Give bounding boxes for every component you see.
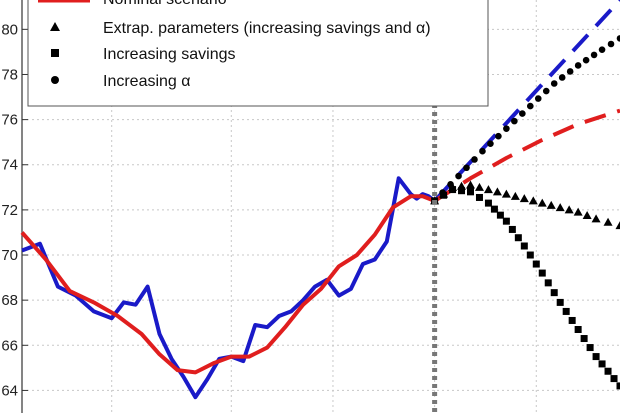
series-marker-increasing-savings	[610, 375, 618, 383]
series-marker-increasing	[590, 51, 598, 59]
series-marker-increasing-savings	[550, 289, 558, 297]
series-marker-increasing-savings	[532, 260, 540, 268]
series-marker-increasing	[471, 156, 478, 163]
series-marker-increasing	[607, 40, 615, 48]
series-marker-increasing	[503, 125, 510, 132]
series-marker-increasing-savings	[467, 188, 474, 196]
series-marker-increasing	[455, 172, 462, 180]
series-line-historical-blue	[21, 176, 436, 400]
series-marker-increasing-savings	[449, 186, 457, 194]
series-marker-increasing	[566, 68, 574, 75]
series-marker-increasing	[616, 35, 620, 42]
legend-swatch-square	[51, 49, 59, 57]
series-marker-increasing-savings	[568, 316, 576, 324]
y-tick-label: 78	[1, 66, 18, 83]
series-marker-increasing-savings	[490, 205, 498, 213]
series-marker-extrap-parameters-increasing-savings-and	[591, 214, 601, 223]
series-marker-increasing	[487, 140, 494, 147]
series-marker-extrap-parameters-increasing-savings-and	[555, 203, 565, 212]
legend-swatch-triangle	[50, 22, 60, 31]
series-marker-extrap-parameters-increasing-savings-and	[519, 194, 529, 203]
series-marker-increasing	[582, 56, 590, 64]
y-tick-label: 64	[1, 382, 18, 399]
legend-label: Nominal scenario	[103, 0, 227, 8]
series-marker-extrap-parameters-increasing-savings-and	[474, 182, 484, 191]
series-marker-increasing-savings	[514, 234, 522, 242]
series-marker-increasing-savings	[508, 225, 516, 233]
series-marker-extrap-parameters-increasing-savings-and	[537, 198, 547, 207]
y-tick-label: 72	[1, 202, 18, 219]
legend-swatch-circle	[51, 76, 59, 84]
series-marker-increasing	[574, 62, 582, 69]
series-marker-extrap-parameters-increasing-savings-and	[546, 200, 556, 209]
legend-box	[27, 0, 489, 107]
series-marker-increasing-savings	[586, 344, 594, 352]
y-axis-ticks: 80 78 76 74 72 70 68 66 64	[1, 21, 28, 399]
series-marker-extrap-parameters-increasing-savings-and	[528, 196, 538, 205]
series-layer	[20, 0, 620, 400]
y-tick-label: 76	[1, 112, 18, 129]
series-marker-increasing	[511, 117, 518, 125]
series-marker-increasing	[598, 46, 606, 53]
grid	[22, 0, 620, 413]
legend-label: Increasing savings	[103, 46, 236, 63]
legend-label: Extrap. parameters (increasing savings a…	[103, 20, 431, 37]
y-tick-label: 80	[1, 21, 18, 38]
series-marker-extrap-parameters-increasing-savings-and	[501, 189, 511, 198]
series-marker-increasing	[463, 164, 470, 172]
series-marker-extrap-parameters-increasing-savings-and	[603, 217, 613, 226]
series-marker-increasing-savings	[616, 382, 620, 390]
series-marker-increasing-savings	[574, 325, 582, 333]
series-marker-increasing-savings	[592, 353, 600, 361]
y-tick-label: 74	[1, 157, 18, 174]
series-marker-increasing-savings	[604, 367, 612, 375]
series-marker-extrap-parameters-increasing-savings-and	[573, 207, 583, 216]
series-marker-increasing-savings	[538, 269, 546, 277]
series-marker-increasing	[519, 110, 526, 117]
series-marker-increasing-savings	[556, 298, 564, 306]
series-marker-increasing	[495, 132, 502, 140]
series-marker-extrap-parameters-increasing-savings-and	[492, 187, 502, 196]
series-marker-increasing-savings	[580, 335, 588, 343]
series-marker-extrap-parameters-increasing-savings-and	[564, 205, 574, 214]
series-marker-increasing-savings	[484, 199, 492, 207]
series-marker-extrap-parameters-increasing-savings-and	[582, 211, 592, 220]
series-marker-increasing-savings	[562, 307, 570, 315]
series-marker-increasing	[558, 74, 566, 81]
series-marker-increasing-savings	[544, 279, 552, 287]
y-tick-label: 68	[1, 292, 18, 309]
series-marker-extrap-parameters-increasing-savings-and	[483, 185, 493, 194]
series-marker-increasing	[534, 95, 542, 102]
series-line-nominal-scenario-historical-fit	[20, 194, 436, 375]
series-marker-increasing-savings	[502, 217, 510, 225]
series-marker-increasing	[527, 102, 534, 110]
legend: Nominal scenario Extrap. parameters (incr…	[27, 0, 489, 107]
series-marker-increasing-savings	[496, 211, 504, 219]
series-marker-extrap-parameters-increasing-savings-and	[466, 180, 475, 189]
series-marker-increasing	[479, 147, 486, 155]
series-marker-increasing-savings	[520, 242, 528, 250]
series-marker-increasing-savings	[475, 193, 483, 201]
series-marker-increasing-savings	[526, 251, 534, 259]
series-marker-extrap-parameters-increasing-savings-and	[510, 191, 520, 200]
series-marker-extrap-parameters-increasing-savings-and	[615, 221, 620, 230]
series-marker-increasing-savings	[458, 187, 466, 195]
y-tick-label: 66	[1, 337, 18, 354]
series-marker-increasing-savings	[598, 360, 606, 368]
legend-label: Increasing α	[103, 73, 191, 90]
y-tick-label: 70	[1, 247, 18, 264]
series-marker-increasing	[542, 87, 550, 95]
series-line-nominal-scenario	[433, 108, 620, 203]
series-marker-increasing-savings	[440, 191, 448, 199]
series-marker-increasing	[550, 80, 558, 87]
